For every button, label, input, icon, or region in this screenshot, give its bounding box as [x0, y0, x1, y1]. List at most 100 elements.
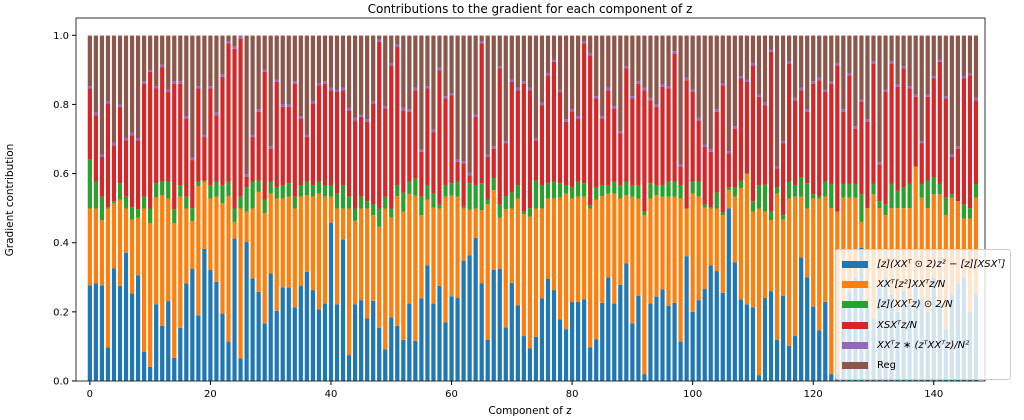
bar-seg-green — [177, 184, 183, 197]
bar-seg-reg — [792, 35, 798, 98]
bar-seg-green — [328, 184, 334, 197]
bar-seg-orange — [298, 196, 304, 286]
bar-seg-purple — [623, 66, 629, 69]
bar-seg-red — [322, 83, 328, 185]
bar-seg-reg — [455, 35, 460, 160]
bar-seg-purple — [955, 146, 961, 149]
bar-seg-orange — [750, 211, 756, 308]
bar-seg-blue — [370, 300, 376, 381]
bar-seg-reg — [642, 35, 647, 88]
bar-seg-purple — [195, 86, 201, 89]
bar-seg-orange — [509, 208, 515, 283]
bar-seg-green — [515, 184, 521, 199]
bar-seg-purple — [232, 46, 237, 49]
bar-seg-green — [286, 183, 292, 197]
legend-swatch-green — [842, 301, 868, 309]
bar-seg-orange — [334, 208, 340, 305]
bar-seg-orange — [262, 213, 268, 324]
bar-seg-red — [382, 108, 388, 197]
bar-seg-orange — [660, 196, 665, 290]
bar-seg-blue — [226, 341, 231, 381]
bar-seg-reg — [316, 35, 322, 83]
bar-seg-blue — [183, 283, 189, 381]
bar-seg-reg — [208, 35, 213, 87]
bar-seg-purple — [316, 82, 322, 86]
bar-seg-red — [756, 96, 762, 185]
bar-seg-purple — [557, 89, 563, 92]
bar-seg-reg — [575, 35, 581, 117]
bar-seg-red — [551, 61, 557, 182]
bar-seg-red — [141, 83, 147, 197]
bar-seg-orange — [286, 196, 292, 288]
bar-seg-red — [334, 91, 340, 194]
bar-seg-red — [931, 78, 937, 178]
bar-seg-purple — [768, 49, 774, 52]
bar-seg-purple — [400, 107, 406, 111]
bar-seg-orange — [340, 208, 346, 240]
bar-seg-orange — [370, 215, 376, 301]
bar-seg-blue — [352, 304, 358, 381]
bar-seg-reg — [859, 35, 864, 100]
bar-seg-green — [871, 183, 876, 195]
bar-seg-green — [678, 184, 684, 199]
bar-seg-reg — [883, 35, 888, 90]
bar-seg-orange — [648, 198, 653, 304]
bar-seg-orange — [189, 220, 195, 269]
bar-seg-red — [714, 111, 720, 193]
bar-seg-blue — [714, 271, 720, 381]
bar-seg-orange — [479, 210, 485, 284]
bar-seg-reg — [346, 35, 352, 108]
bar-seg-blue — [617, 284, 623, 381]
bar-seg-purple — [346, 107, 352, 111]
bar-seg-orange — [238, 208, 243, 359]
bar-seg-blue — [575, 301, 581, 381]
bar-seg-red — [431, 132, 436, 194]
bar-seg-red — [503, 143, 509, 197]
bar-seg-reg — [509, 35, 515, 80]
bar-seg-orange — [961, 218, 967, 278]
bar-seg-reg — [919, 35, 925, 142]
bar-seg-green — [786, 181, 792, 199]
bar-seg-red — [93, 115, 99, 182]
bar-seg-orange — [913, 166, 919, 285]
bar-seg-purple — [455, 159, 460, 162]
bar-seg-red — [599, 118, 605, 185]
bar-seg-reg — [738, 35, 744, 77]
bar-seg-purple — [292, 81, 298, 84]
bar-seg-green — [527, 208, 533, 217]
bar-seg-blue — [798, 257, 804, 381]
bar-seg-red — [846, 75, 852, 184]
bar-seg-purple — [443, 96, 448, 99]
bar-seg-purple — [473, 114, 479, 117]
bar-seg-purple — [521, 81, 527, 84]
bar-seg-purple — [629, 96, 635, 99]
bar-seg-red — [364, 121, 370, 202]
bar-seg-red — [455, 161, 460, 182]
bar-seg-blue — [696, 300, 702, 381]
bar-seg-blue — [629, 323, 635, 381]
bar-seg-green — [816, 196, 822, 199]
bar-seg-red — [623, 68, 629, 182]
bar-seg-reg — [611, 35, 617, 107]
bar-seg-blue — [593, 339, 599, 381]
bar-seg-orange — [533, 208, 539, 337]
bar-seg-purple — [461, 161, 467, 164]
bar-seg-red — [268, 148, 274, 182]
bar-seg-red — [159, 67, 165, 182]
bar-seg-purple — [895, 84, 901, 87]
bar-seg-purple — [828, 81, 834, 84]
bar-seg-reg — [177, 35, 183, 82]
bar-seg-green — [762, 184, 768, 212]
bar-seg-purple — [901, 66, 907, 69]
bar-seg-green — [406, 181, 412, 194]
bar-seg-purple — [642, 87, 647, 91]
bar-seg-green — [394, 184, 400, 197]
bar-seg-reg — [473, 35, 479, 115]
bar-seg-red — [394, 47, 400, 185]
bar-seg-green — [298, 184, 304, 197]
bar-seg-red — [545, 75, 551, 184]
bar-seg-blue — [364, 318, 370, 381]
bar-seg-purple — [238, 36, 243, 39]
bar-seg-green — [889, 183, 894, 209]
